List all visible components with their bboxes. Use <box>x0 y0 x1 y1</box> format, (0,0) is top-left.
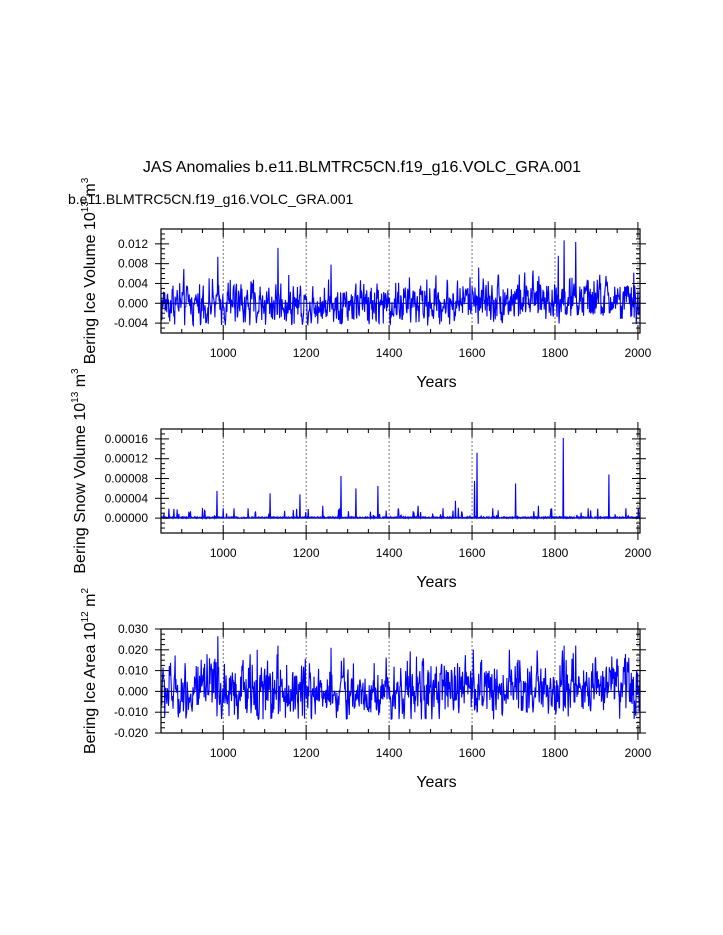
x-tick-label-2000: 2000 <box>625 346 652 360</box>
y-tick-label-1: 0.000 <box>118 296 148 310</box>
y-tick-label-5: 0.030 <box>118 622 148 636</box>
series-line <box>161 437 640 521</box>
x-tick-label-1200: 1200 <box>293 346 320 360</box>
series-line <box>161 240 640 328</box>
y-axis-label-text: Bering Ice Area 10 <box>82 622 99 754</box>
y-tick-label-1: 0.00004 <box>105 491 149 505</box>
y-tick-label-4: 0.012 <box>118 237 148 251</box>
y-axis-label-exponent: 13 <box>70 391 81 403</box>
panel-1: 1000 1200 1400 1600 1800 2000 -0.004 0.000 0.004… <box>80 177 652 391</box>
y-axis-label-unit-exponent: 2 <box>80 588 91 594</box>
y-axis-label-text: Bering Ice Volume 10 <box>82 212 99 364</box>
x-tick-label-1400: 1400 <box>376 546 403 560</box>
panels: 1000 1200 1400 1600 1800 2000 -0.004 0.000 0.004… <box>70 177 652 791</box>
y-axis-label: Bering Snow Volume 1013 m3 <box>70 368 89 574</box>
x-tick-label-1800: 1800 <box>542 546 569 560</box>
y-axis-label-exponent: 12 <box>80 611 91 623</box>
y-tick-label-0: -0.020 <box>114 726 148 740</box>
x-tick-label-1600: 1600 <box>459 546 486 560</box>
x-axis-label: Years <box>416 574 456 591</box>
panel-3: 1000 1200 1400 1600 1800 2000 -0.020 -0.010 0.00… <box>80 588 652 791</box>
y-tick-label-3: 0.010 <box>118 664 148 678</box>
x-axis-label: Years <box>416 774 456 791</box>
y-axis-label: Bering Ice Area 1012 m2 <box>80 588 99 755</box>
figure-title: JAS Anomalies b.e11.BLMTRC5CN.f19_g16.VO… <box>143 159 581 176</box>
y-tick-label-3: 0.008 <box>118 257 148 271</box>
x-tick-label-1000: 1000 <box>210 346 237 360</box>
x-tick-label-1400: 1400 <box>376 346 403 360</box>
y-axis-label-exponent: 13 <box>80 201 91 213</box>
x-tick-label-1600: 1600 <box>459 346 486 360</box>
x-tick-label-1200: 1200 <box>293 546 320 560</box>
x-tick-label-1800: 1800 <box>542 346 569 360</box>
y-tick-label-4: 0.020 <box>118 643 148 657</box>
y-axis-label-unit: m <box>82 594 99 612</box>
y-tick-label-2: 0.000 <box>118 684 148 698</box>
x-tick-label-2000: 2000 <box>625 546 652 560</box>
y-axis-label-text: Bering Snow Volume 10 <box>72 403 89 574</box>
y-tick-label-2: 0.004 <box>118 276 148 290</box>
plot-frame <box>160 428 641 534</box>
y-tick-label-0: -0.004 <box>114 316 148 330</box>
y-axis-label-unit: m <box>82 183 99 201</box>
x-tick-label-1800: 1800 <box>542 746 569 760</box>
y-tick-label-2: 0.00008 <box>105 472 149 486</box>
y-tick-label-1: -0.010 <box>114 705 148 719</box>
x-tick-label-1600: 1600 <box>459 746 486 760</box>
x-tick-label-1000: 1000 <box>210 546 237 560</box>
y-tick-label-4: 0.00016 <box>105 432 149 446</box>
x-tick-label-2000: 2000 <box>625 746 652 760</box>
y-tick-label-3: 0.00012 <box>105 452 149 466</box>
x-tick-label-1400: 1400 <box>376 746 403 760</box>
x-tick-label-1200: 1200 <box>293 746 320 760</box>
figure-subtitle: b.e11.BLMTRC5CN.f19_g16.VOLC_GRA.001 <box>68 191 354 207</box>
x-tick-label-1000: 1000 <box>210 746 237 760</box>
panel-2: 1000 1200 1400 1600 1800 2000 0.00000 0.00004 0.… <box>70 368 652 591</box>
y-axis-label-unit-exponent: 3 <box>80 177 91 183</box>
y-axis-label-unit: m <box>72 374 89 392</box>
y-axis-label: Bering Ice Volume 1013 m3 <box>80 177 99 364</box>
y-axis-label-unit-exponent: 3 <box>70 368 81 374</box>
series-line <box>161 636 640 721</box>
plot-frame <box>160 228 641 334</box>
y-tick-label-0: 0.00000 <box>105 511 149 525</box>
x-axis-label: Years <box>416 374 456 391</box>
